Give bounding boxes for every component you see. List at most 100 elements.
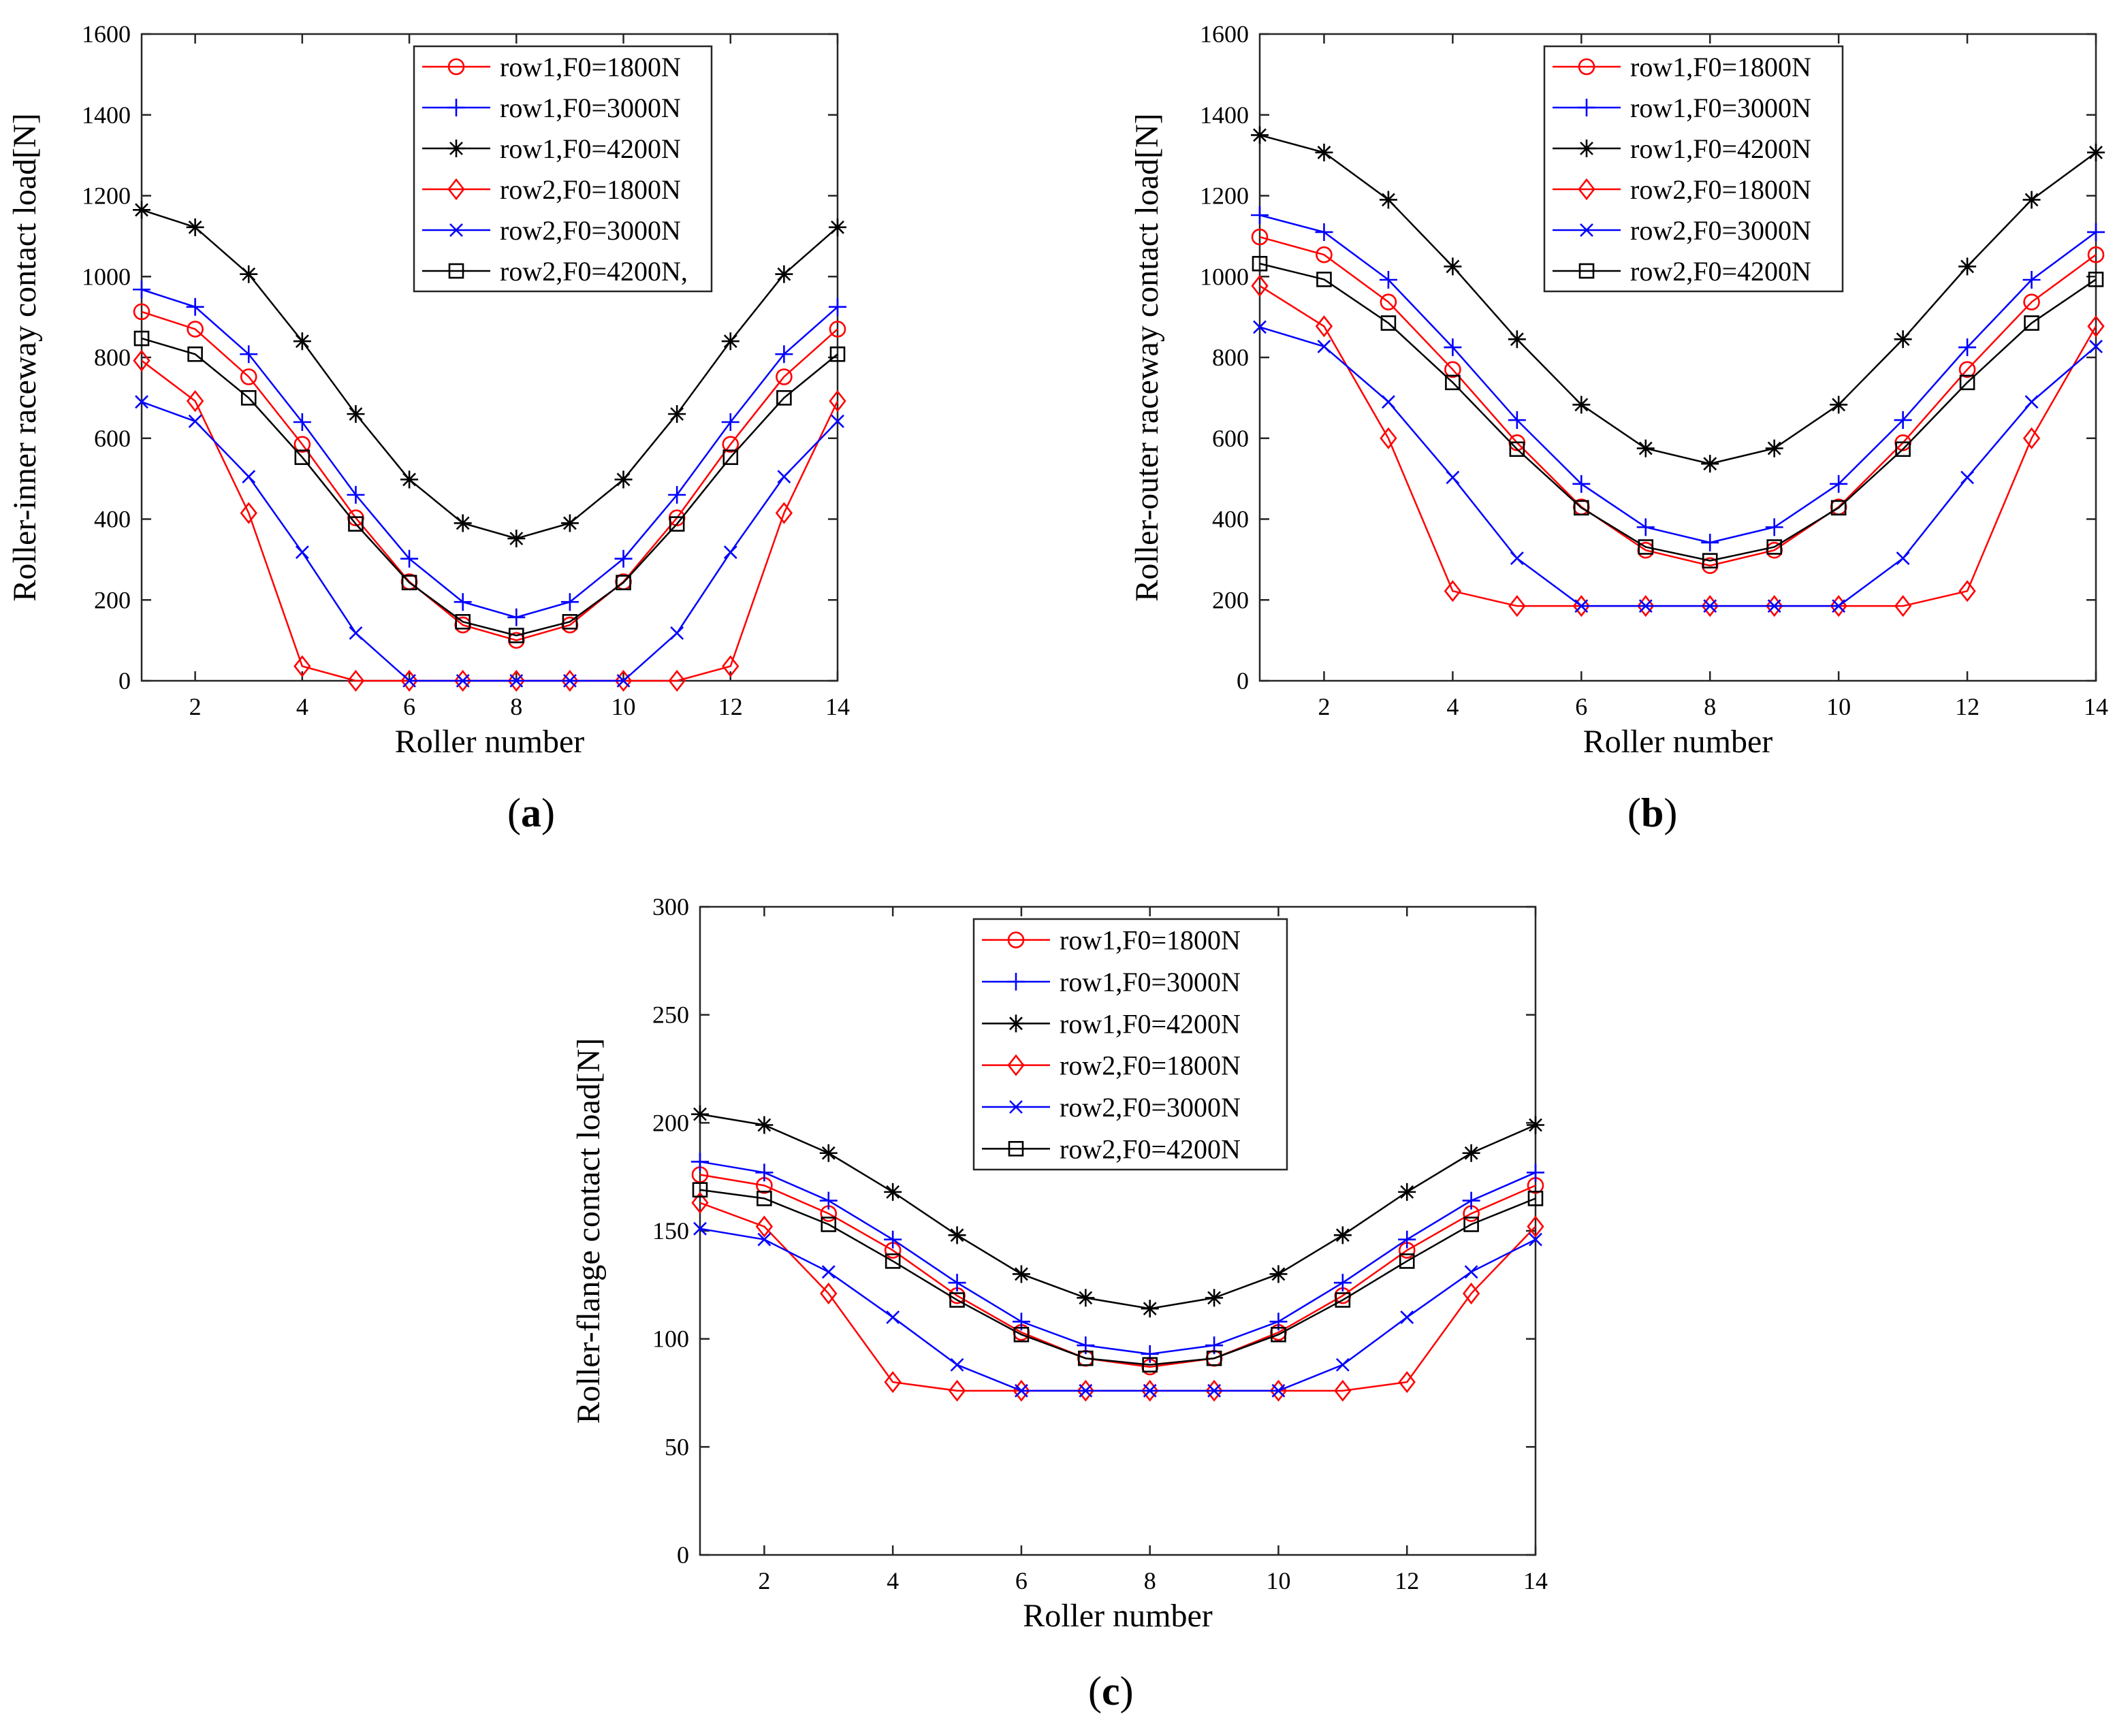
data-point xyxy=(1380,293,1397,310)
data-point xyxy=(1572,396,1591,414)
data-point xyxy=(884,1230,902,1249)
series-line xyxy=(1259,326,2097,607)
data-point xyxy=(614,549,633,568)
data-point xyxy=(1462,1191,1480,1210)
series-line xyxy=(699,1189,1536,1366)
data-point xyxy=(755,1163,774,1182)
data-point xyxy=(1529,1232,1542,1247)
data-point xyxy=(1400,1311,1414,1324)
data-point xyxy=(507,608,526,626)
y-tick-label: 0 xyxy=(1237,667,1249,694)
data-point xyxy=(775,345,793,364)
series-6 xyxy=(1252,255,2104,568)
data-point xyxy=(402,674,416,688)
legend-marker xyxy=(1007,931,1025,948)
y-tick-label: 400 xyxy=(1212,506,1249,533)
data-point xyxy=(691,1191,709,1214)
data-point xyxy=(722,436,740,453)
data-point xyxy=(133,201,150,219)
data-point xyxy=(509,674,524,688)
data-point xyxy=(293,655,311,677)
data-point xyxy=(1315,315,1333,338)
y-tick-label: 200 xyxy=(652,1109,689,1136)
data-point xyxy=(722,655,740,677)
data-point xyxy=(1574,500,1589,516)
legend-label: row2,F0=3000N xyxy=(1630,215,1811,246)
data-point xyxy=(1527,1163,1544,1182)
legend-marker xyxy=(447,178,465,201)
data-point xyxy=(1315,223,1333,241)
y-tick-label: 150 xyxy=(652,1217,689,1244)
data-point xyxy=(1766,539,1782,555)
y-tick-label: 250 xyxy=(652,1001,689,1029)
x-axis-label: Roller number xyxy=(1023,1598,1213,1634)
legend-marker xyxy=(1007,1054,1025,1076)
data-point xyxy=(1767,599,1781,613)
legend-label: row2,F0=1800N xyxy=(1630,174,1811,205)
x-tick-label: 12 xyxy=(1395,1567,1419,1594)
legend-box xyxy=(972,918,1288,1171)
data-point xyxy=(186,390,204,413)
y-tick-label: 1400 xyxy=(1200,101,1249,129)
data-point xyxy=(186,218,204,236)
data-point xyxy=(1766,595,1783,617)
data-point xyxy=(1252,255,1268,272)
data-point xyxy=(829,346,846,362)
legend-label: row1,F0=3000N xyxy=(500,93,681,123)
data-point xyxy=(347,669,365,692)
x-axis-label: Roller number xyxy=(395,724,585,760)
y-tick-label: 1000 xyxy=(82,263,131,290)
data-point xyxy=(1896,551,1910,566)
data-point xyxy=(1399,1253,1415,1269)
data-point xyxy=(135,395,148,409)
series-line xyxy=(699,1227,1536,1392)
x-tick-label: 14 xyxy=(1523,1567,1548,1594)
data-point xyxy=(240,265,258,283)
legend: row1,F0=1800N row1,F0=3000N row1,F0=4200N r… xyxy=(413,45,713,293)
data-point xyxy=(1894,411,1912,430)
x-tick-label: 10 xyxy=(1826,693,1851,720)
data-point xyxy=(400,470,419,489)
y-tick-label: 400 xyxy=(94,506,131,533)
legend-label: row2,F0=1800N xyxy=(500,174,681,205)
legend-label: row2,F0=3000N xyxy=(500,215,681,246)
x-tick-label: 6 xyxy=(403,693,415,720)
data-point xyxy=(295,545,309,560)
x-tick-label: 6 xyxy=(1015,1567,1028,1594)
series-2 xyxy=(133,280,846,626)
data-point xyxy=(2022,427,2041,449)
x-axis-label: Roller number xyxy=(1583,724,1773,760)
data-point xyxy=(1894,330,1912,349)
series-line xyxy=(1259,236,2097,567)
data-point xyxy=(1638,599,1653,613)
data-point xyxy=(829,321,846,338)
data-point xyxy=(669,516,685,532)
data-point xyxy=(884,1183,902,1201)
data-point xyxy=(560,593,579,611)
data-point xyxy=(1380,315,1397,331)
data-point xyxy=(1379,191,1397,209)
legend: row1,F0=1800N row1,F0=3000N row1,F0=4200N r… xyxy=(972,918,1288,1171)
data-point xyxy=(2087,223,2105,241)
y-tick-label: 200 xyxy=(94,586,131,613)
data-point xyxy=(1316,272,1332,287)
x-tick-label: 8 xyxy=(1144,1567,1156,1594)
data-point xyxy=(1141,1379,1159,1402)
series-5 xyxy=(1253,320,2103,613)
legend-label: row1,F0=4200N xyxy=(500,133,681,164)
legend-label: row1,F0=1800N xyxy=(1060,925,1241,956)
x-tick-label: 2 xyxy=(1318,693,1330,720)
series-2 xyxy=(1251,206,2105,551)
legend-marker xyxy=(1578,58,1595,76)
data-point xyxy=(1508,411,1526,430)
data-point xyxy=(668,405,686,423)
data-point xyxy=(1335,1292,1351,1308)
data-point xyxy=(507,669,525,692)
legend-label: row2,F0=4200N xyxy=(1060,1134,1241,1164)
legend-box xyxy=(1543,45,1844,293)
data-point xyxy=(1251,274,1269,298)
y-tick-label: 0 xyxy=(118,667,131,694)
data-point xyxy=(1765,439,1783,457)
data-point xyxy=(1701,595,1719,617)
